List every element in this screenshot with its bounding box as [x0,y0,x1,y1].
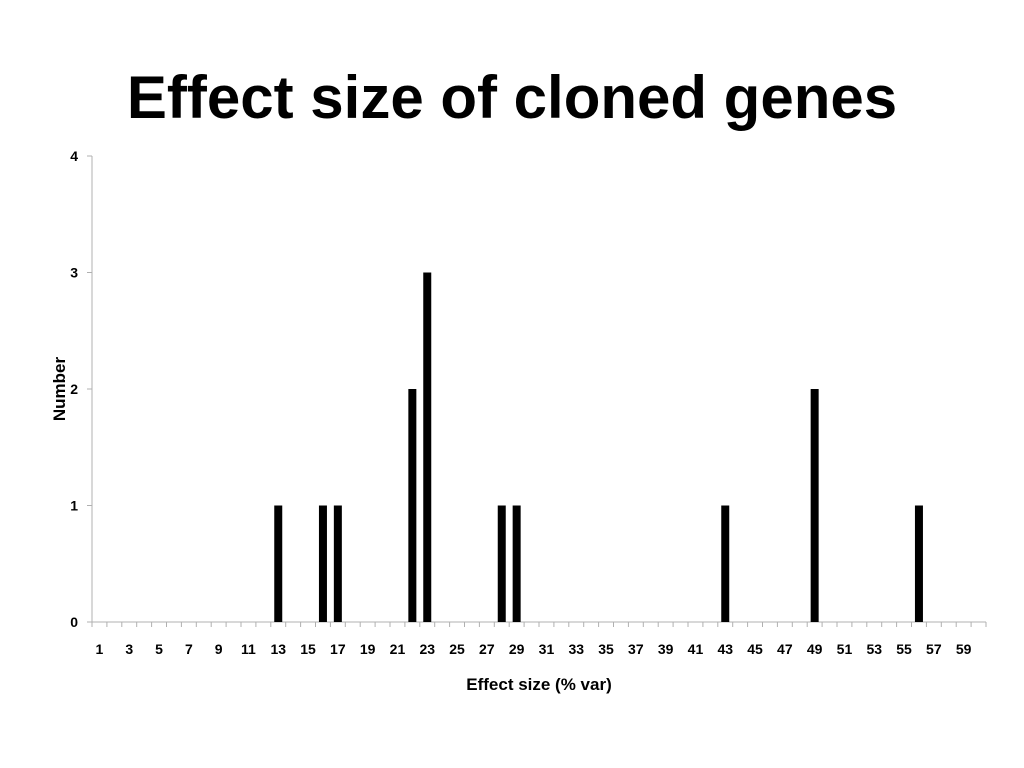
x-tick-label: 35 [598,641,614,657]
x-tick-label: 11 [241,641,256,657]
x-tick-label: 13 [270,641,286,657]
x-tick-label: 15 [300,641,316,657]
x-tick-label: 31 [539,641,555,657]
x-axis-title: Effect size (% var) [466,675,612,694]
y-axis-title: Number [50,357,69,422]
x-tick-label: 3 [125,641,133,657]
x-tick-label: 25 [449,641,465,657]
bar-56 [914,505,923,622]
x-tick-label: 1 [96,641,104,657]
x-tick-label: 49 [807,641,823,657]
slide-title: Effect size of cloned genes [126,64,898,131]
x-tick-label: 41 [688,641,704,657]
x-tick-label: 45 [747,641,763,657]
x-tick-label: 27 [479,641,495,657]
y-tick-label: 1 [70,498,78,514]
x-tick-label: 23 [419,641,435,657]
y-tick-label: 4 [70,148,78,164]
y-tick-label: 0 [70,614,78,630]
x-tick-label: 59 [956,641,972,657]
x-tick-label: 37 [628,641,644,657]
y-tick-label: 2 [70,381,78,397]
bar-16 [318,505,327,622]
x-tick-label: 5 [155,641,163,657]
bar-13 [274,505,283,622]
x-tick-label: 9 [215,641,223,657]
x-tick-label: 57 [926,641,942,657]
bar-17 [333,505,342,622]
x-tick-label: 39 [658,641,674,657]
bar-23 [423,272,432,622]
bars [274,272,923,622]
axes [87,155,987,627]
y-tick-labels: 0 1 2 3 4 [70,148,78,630]
x-tick-label: 43 [717,641,733,657]
x-tick-labels: 1 3 5 7 9 11 13 15 17 19 21 23 25 27 29 31 33 35 37 39 41 43 4… [96,641,972,657]
bar-29 [512,505,521,622]
x-tick-label: 51 [837,641,853,657]
x-tick-label: 33 [568,641,584,657]
bar-22 [408,389,417,622]
x-tick-label: 55 [896,641,912,657]
bar-28 [497,505,506,622]
bar-49 [810,389,819,622]
x-tick-label: 29 [509,641,525,657]
x-tick-label: 53 [866,641,882,657]
x-tick-label: 17 [330,641,346,657]
x-tick-label: 7 [185,641,193,657]
x-tick-label: 21 [390,641,406,657]
x-tick-label: 19 [360,641,376,657]
x-tick-label: 47 [777,641,793,657]
bar-43 [721,505,730,622]
y-tick-label: 3 [70,265,78,281]
